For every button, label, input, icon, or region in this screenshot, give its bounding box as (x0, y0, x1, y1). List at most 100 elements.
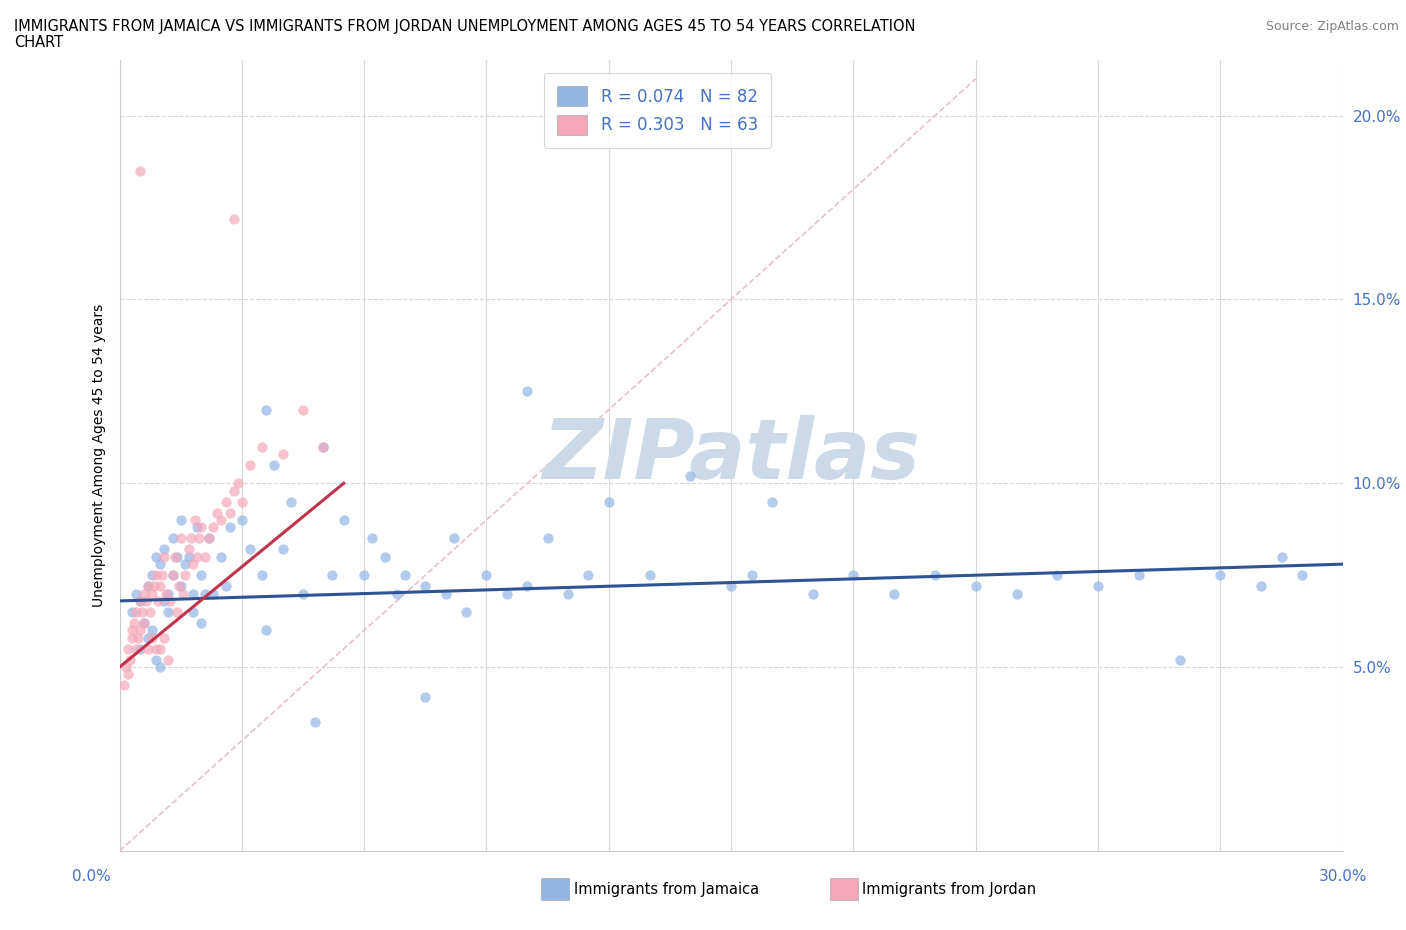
Point (226, 476, 249, 491)
Point (965, 578, 987, 593)
Point (181, 586, 204, 601)
Point (129, 623, 152, 638)
Point (883, 586, 905, 601)
Point (173, 567, 195, 582)
Point (150, 567, 173, 582)
Point (537, 531, 560, 546)
Point (194, 586, 217, 601)
Point (153, 631, 176, 645)
Point (129, 164, 152, 179)
Point (1250, 578, 1272, 593)
Point (157, 652, 180, 667)
Point (1209, 567, 1232, 582)
Point (162, 531, 184, 546)
Point (121, 604, 143, 619)
Point (218, 505, 240, 520)
Point (136, 642, 159, 657)
Point (121, 631, 143, 645)
Point (385, 586, 408, 601)
Point (153, 593, 176, 608)
Point (332, 512, 354, 527)
Point (184, 512, 207, 527)
Point (924, 567, 946, 582)
Point (145, 652, 167, 667)
Point (1271, 550, 1294, 565)
Point (180, 531, 202, 546)
Point (214, 494, 236, 509)
FancyBboxPatch shape (541, 878, 569, 900)
Point (181, 557, 204, 572)
Point (162, 567, 184, 582)
Text: IMMIGRANTS FROM JAMAICA VS IMMIGRANTS FROM JORDAN UNEMPLOYMENT AMONG AGES 45 TO : IMMIGRANTS FROM JAMAICA VS IMMIGRANTS FR… (14, 19, 915, 33)
Point (413, 578, 436, 593)
Point (321, 567, 343, 582)
Point (136, 631, 159, 645)
Point (132, 616, 155, 631)
Point (112, 678, 135, 693)
Point (413, 689, 436, 704)
Point (1168, 652, 1191, 667)
Point (198, 531, 221, 546)
Point (167, 578, 190, 593)
Point (1005, 586, 1028, 601)
Point (117, 667, 139, 682)
Point (516, 384, 538, 399)
Point (139, 604, 162, 619)
Point (353, 567, 375, 582)
Point (132, 616, 155, 631)
Point (127, 631, 149, 645)
Point (190, 520, 212, 535)
Point (218, 520, 240, 535)
Point (131, 604, 153, 619)
Point (145, 567, 167, 582)
Point (169, 512, 191, 527)
Point (186, 520, 208, 535)
Point (157, 604, 180, 619)
Point (254, 623, 277, 638)
Point (163, 550, 186, 565)
Point (202, 520, 225, 535)
Y-axis label: Unemployment Among Ages 45 to 54 years: Unemployment Among Ages 45 to 54 years (91, 304, 105, 607)
Point (169, 578, 191, 593)
Point (141, 586, 163, 601)
Point (598, 494, 620, 509)
FancyBboxPatch shape (830, 878, 858, 900)
Point (222, 211, 245, 226)
Point (129, 593, 152, 608)
Point (169, 531, 191, 546)
Point (292, 403, 315, 418)
Point (122, 616, 145, 631)
Point (132, 586, 155, 601)
Point (121, 623, 143, 638)
Text: Immigrants from Jordan: Immigrants from Jordan (862, 882, 1036, 897)
Point (129, 642, 152, 657)
Point (155, 586, 177, 601)
Point (271, 446, 294, 461)
Point (125, 642, 148, 657)
Point (842, 567, 865, 582)
Point (159, 593, 181, 608)
Point (271, 542, 294, 557)
Point (143, 578, 166, 593)
Point (135, 593, 157, 608)
Point (292, 586, 315, 601)
Point (136, 578, 159, 593)
Point (254, 403, 277, 418)
Point (194, 550, 217, 565)
Point (475, 567, 498, 582)
Text: Immigrants from Jamaica: Immigrants from Jamaica (574, 882, 759, 897)
Point (214, 578, 236, 593)
Point (149, 557, 172, 572)
Point (148, 593, 170, 608)
Point (394, 567, 416, 582)
Point (162, 567, 184, 582)
Point (443, 531, 465, 546)
Point (149, 659, 172, 674)
Point (263, 458, 285, 472)
Text: 0.0%: 0.0% (72, 869, 111, 883)
Point (177, 550, 200, 565)
Point (166, 550, 188, 565)
Point (114, 659, 136, 674)
Point (117, 642, 139, 657)
Point (312, 439, 335, 454)
